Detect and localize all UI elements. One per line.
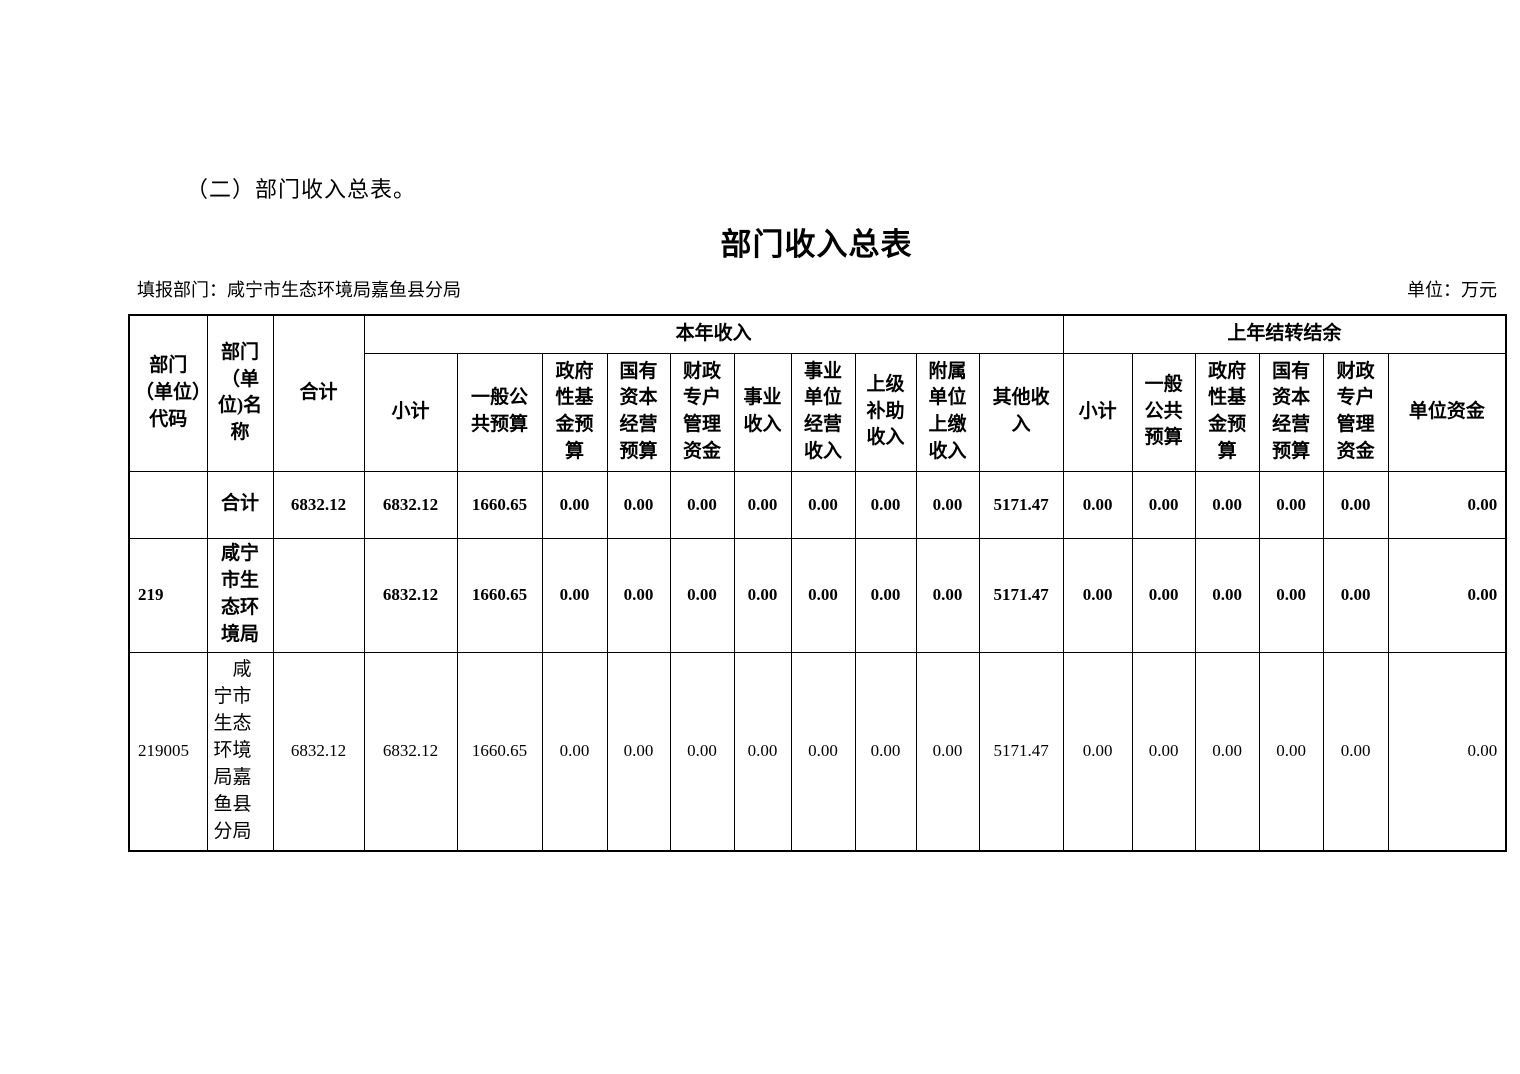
cell-value: 0.00 bbox=[1194, 537, 1260, 653]
cell-value: 0.00 bbox=[790, 651, 856, 852]
cell-value: 0.00 bbox=[669, 470, 735, 539]
table-row-total: 合计 6832.12 6832.12 1660.65 0.00 0.00 0.0… bbox=[128, 470, 1507, 539]
cell-value: 0.00 bbox=[541, 470, 608, 539]
header-cy-gov-fund-budget: 政府性基金预算 bbox=[541, 352, 608, 472]
cell-value: 0.00 bbox=[733, 651, 792, 852]
cell-value: 0.00 bbox=[790, 470, 856, 539]
cell-name: 合计 bbox=[206, 470, 274, 539]
cell-value: 0.00 bbox=[669, 651, 735, 852]
cell-value: 1660.65 bbox=[456, 651, 543, 852]
cell-value: 1660.65 bbox=[456, 470, 543, 539]
table-header: 部门（单位）代码 部门（单位)名称 合计 本年收入 上年结转结余 小计 一般公共… bbox=[128, 314, 1507, 472]
cell-value: 0.00 bbox=[854, 537, 917, 653]
header-cy-fiscal-special-account: 财政专户管理资金 bbox=[669, 352, 735, 472]
header-dept-code: 部门（单位）代码 bbox=[128, 314, 208, 472]
cell-value: 0.00 bbox=[915, 537, 980, 653]
cell-value: 0.00 bbox=[1322, 470, 1389, 539]
table-meta-line: 填报部门：咸宁市生态环境局嘉鱼县分局 单位：万元 bbox=[137, 276, 1497, 302]
header-cy-general-public-budget: 一般公共预算 bbox=[456, 352, 543, 472]
cell-grand-total: 6832.12 bbox=[272, 651, 365, 852]
cell-value: 0.00 bbox=[733, 470, 792, 539]
cell-grand-total: 6832.12 bbox=[272, 470, 365, 539]
cell-value: 0.00 bbox=[915, 470, 980, 539]
cell-name: 咸宁市生态环境局嘉鱼县分局 bbox=[206, 651, 274, 852]
table-body: 合计 6832.12 6832.12 1660.65 0.00 0.00 0.0… bbox=[128, 470, 1507, 852]
cell-value: 0.00 bbox=[669, 537, 735, 653]
cell-value: 0.00 bbox=[1322, 651, 1389, 852]
cell-value: 0.00 bbox=[1387, 470, 1507, 539]
cell-value: 0.00 bbox=[1062, 470, 1133, 539]
table-row-dept-219005: 219005 咸宁市生态环境局嘉鱼县分局 6832.12 6832.12 166… bbox=[128, 651, 1507, 852]
cell-code bbox=[128, 470, 208, 539]
cell-code: 219 bbox=[128, 537, 208, 653]
page-title: 部门收入总表 bbox=[720, 227, 913, 262]
header-co-gov-fund-budget: 政府性基金预算 bbox=[1194, 352, 1260, 472]
cell-value: 5171.47 bbox=[978, 537, 1064, 653]
cell-value: 0.00 bbox=[915, 651, 980, 852]
cell-value: 0.00 bbox=[1131, 537, 1196, 653]
cell-value: 0.00 bbox=[541, 651, 608, 852]
header-grand-total: 合计 bbox=[272, 314, 365, 472]
header-co-unit-funds: 单位资金 bbox=[1387, 352, 1507, 472]
header-cy-business-income: 事业收入 bbox=[733, 352, 792, 472]
cell-value: 0.00 bbox=[1258, 537, 1324, 653]
cell-code: 219005 bbox=[128, 651, 208, 852]
header-cy-state-capital-budget: 国有资本经营预算 bbox=[606, 352, 671, 472]
table-row-dept-219: 219 咸宁市生态环境局 6832.12 1660.65 0.00 0.00 0… bbox=[128, 537, 1507, 653]
header-cy-business-unit-operating-income: 事业单位经营收入 bbox=[790, 352, 856, 472]
header-group-current-year-income: 本年收入 bbox=[363, 314, 1064, 354]
cell-value: 0.00 bbox=[606, 651, 671, 852]
header-sub-row: 小计 一般公共预算 政府性基金预算 国有资本经营预算 财政专户管理资金 事业收入… bbox=[129, 352, 1507, 472]
header-co-subtotal: 小计 bbox=[1062, 352, 1133, 472]
cell-value: 0.00 bbox=[1194, 651, 1260, 852]
cell-value: 0.00 bbox=[1387, 651, 1507, 852]
header-co-state-capital-budget: 国有资本经营预算 bbox=[1258, 352, 1324, 472]
header-cy-affiliated-unit-payment-income: 附属单位上缴收入 bbox=[915, 352, 980, 472]
cell-value: 0.00 bbox=[790, 537, 856, 653]
reporting-department-label: 填报部门：咸宁市生态环境局嘉鱼县分局 bbox=[137, 280, 461, 300]
cell-value: 0.00 bbox=[1258, 651, 1324, 852]
cell-value: 0.00 bbox=[1062, 537, 1133, 653]
cell-value: 0.00 bbox=[541, 537, 608, 653]
cell-value: 0.00 bbox=[854, 470, 917, 539]
cell-name: 咸宁市生态环境局 bbox=[206, 537, 274, 653]
cell-grand-total bbox=[272, 537, 365, 653]
cell-value: 0.00 bbox=[1194, 470, 1260, 539]
cell-value: 0.00 bbox=[1131, 470, 1196, 539]
cell-value: 6832.12 bbox=[363, 651, 458, 852]
header-co-fiscal-special-account: 财政专户管理资金 bbox=[1322, 352, 1389, 472]
cell-value: 0.00 bbox=[733, 537, 792, 653]
header-cy-superior-subsidy-income: 上级补助收入 bbox=[854, 352, 917, 472]
cell-value: 6832.12 bbox=[363, 470, 458, 539]
cell-value: 1660.65 bbox=[456, 537, 543, 653]
cell-value: 5171.47 bbox=[978, 651, 1064, 852]
cell-value: 0.00 bbox=[1131, 651, 1196, 852]
cell-value: 6832.12 bbox=[363, 537, 458, 653]
cell-value: 0.00 bbox=[1322, 537, 1389, 653]
cell-value: 0.00 bbox=[606, 537, 671, 653]
cell-value: 5171.47 bbox=[978, 470, 1064, 539]
cell-value: 0.00 bbox=[1387, 537, 1507, 653]
header-dept-name: 部门（单位)名称 bbox=[206, 314, 274, 472]
cell-value: 0.00 bbox=[1062, 651, 1133, 852]
cell-value: 0.00 bbox=[606, 470, 671, 539]
header-group-carryover-balance: 上年结转结余 bbox=[1062, 314, 1507, 354]
cell-value: 0.00 bbox=[1258, 470, 1324, 539]
header-co-general-public-budget: 一般公共预算 bbox=[1131, 352, 1196, 472]
section-heading: （二）部门收入总表。 bbox=[186, 177, 417, 202]
cell-value: 0.00 bbox=[854, 651, 917, 852]
header-cy-other-income: 其他收入 bbox=[978, 352, 1064, 472]
header-cy-subtotal: 小计 bbox=[363, 352, 458, 472]
header-group-row: 部门（单位）代码 部门（单位)名称 合计 本年收入 上年结转结余 bbox=[128, 314, 1507, 472]
budget-income-table: 部门（单位）代码 部门（单位)名称 合计 本年收入 上年结转结余 小计 一般公共… bbox=[128, 314, 1508, 852]
unit-label: 单位：万元 bbox=[1407, 280, 1497, 300]
